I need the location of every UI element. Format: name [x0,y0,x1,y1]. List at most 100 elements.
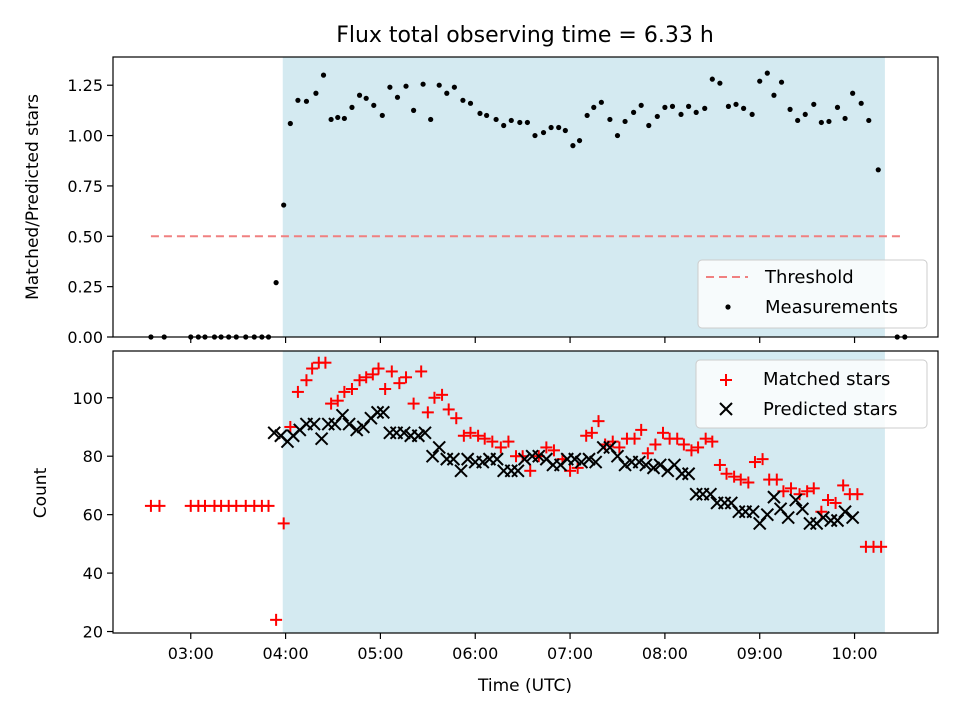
matched-stars-point [472,429,485,442]
predicted-stars-point [574,455,589,469]
measurement-point [787,106,793,112]
predicted-stars-point [760,507,775,522]
measurement-point [394,94,401,100]
count-panel-frame [112,350,939,634]
ratio-panel: 0.00 0.25 0.50 0.75 1.00 1.25 Matched/Predict… [23,56,939,347]
matched-stars-point [450,412,463,425]
measurement-point [607,116,613,123]
matched-stars-point [464,426,477,439]
predicted-stars-point [681,467,696,481]
y-tick-label: 0.25 [67,278,103,297]
predicted-stars-point [370,405,385,420]
predicted-stars-point [703,487,718,501]
measurement-point [467,100,474,106]
measurement-point [702,105,708,111]
matched-stars-point [728,470,741,483]
count-legend-box [695,359,928,429]
measurement-point [281,202,287,208]
y-tick-label: 40 [83,564,103,583]
matched-legend-swatch [720,374,732,386]
count-legend: Matched stars Predicted stars [695,359,928,429]
measurement-point [842,115,848,122]
measurement-point [771,92,777,98]
predicted-stars-point [425,449,440,463]
time-x-axis-label: Time (UTC) [477,676,572,696]
measurements-legend-swatch [725,304,731,310]
predicted-stars-point [767,490,781,504]
matched-stars-point [671,432,684,445]
matched-stars-point [291,385,304,398]
measurement-point [371,102,377,108]
measurement-point [631,109,637,115]
predicted-legend-label: Predicted stars [763,399,897,420]
predicted-stars-point [532,449,546,463]
matched-stars-point [851,488,864,501]
matched-stars-point [807,482,820,495]
matched-stars-point [494,441,507,454]
predicted-stars-point [432,440,446,455]
threshold-legend-label: Threshold [764,267,854,288]
measurement-point [436,82,442,88]
measurement-point [875,167,881,173]
measurement-point [501,122,507,129]
matched-stars-point [592,415,605,428]
measurement-point [548,124,554,131]
measurement-point [540,129,547,136]
matched-stars-point [649,438,662,451]
measurement-point [493,116,499,123]
measurement-point [764,70,770,76]
x-tick-label: 05:00 [357,644,403,663]
count-y-axis-label: Count [31,467,51,518]
matched-stars-point [393,377,406,390]
measurements-legend-label: Measurements [765,297,898,318]
matched-stars-point [720,467,733,480]
matched-stars-point [657,426,669,439]
predicted-stars-point [789,493,803,507]
matched-stars-point [875,540,888,553]
matched-stars-point [585,426,598,439]
matched-stars-point [641,447,654,460]
x-tick-label: 03:00 [168,644,214,663]
matched-stars-point [793,488,806,501]
ratio-y-axis-label: Matched/Predicted stars [23,94,43,300]
predicted-stars-point [582,452,596,466]
matched-stars-point [345,382,358,395]
matched-stars-point [379,382,392,395]
predicted-stars-point [838,505,852,519]
measurement-point [662,104,668,110]
matched-stars-point [421,406,434,419]
matched-stars-point [692,441,705,454]
predicted-stars-point [795,502,810,516]
measurement-point [295,97,301,103]
matched-stars-point [325,397,338,410]
predicted-stars-point [376,405,390,420]
ratio-panel-frame [112,56,939,338]
predicted-stars-point [639,458,653,472]
measurement-point [733,101,739,107]
predicted-stars-point [490,452,504,466]
measurement-point [778,79,785,85]
ratio-x-ticks [190,337,856,343]
matched-stars-point [262,499,275,512]
matched-stars-point [400,371,413,384]
predicted-stars-point [411,429,426,443]
measurement-point [562,127,568,134]
predicted-stars-point [314,431,329,446]
matched-stars-point [571,461,584,474]
measurement-point [717,80,723,86]
matched-stars-point [822,494,834,507]
matched-stars-point [300,374,313,387]
predicted-stars-point [646,461,661,475]
predicted-stars-point [267,426,281,440]
count-marks [144,356,888,626]
measurement-point [428,116,434,123]
measurement-point [866,117,872,124]
y-tick-label: 0.75 [67,177,103,196]
y-tick-label: 0.00 [67,328,103,347]
matched-stars-point [457,429,470,442]
chart-title: Flux total observing time = 6.33 h [336,23,714,48]
measurement-point [795,117,801,124]
matched-stars-point [486,435,499,448]
measurement-point [818,119,824,126]
